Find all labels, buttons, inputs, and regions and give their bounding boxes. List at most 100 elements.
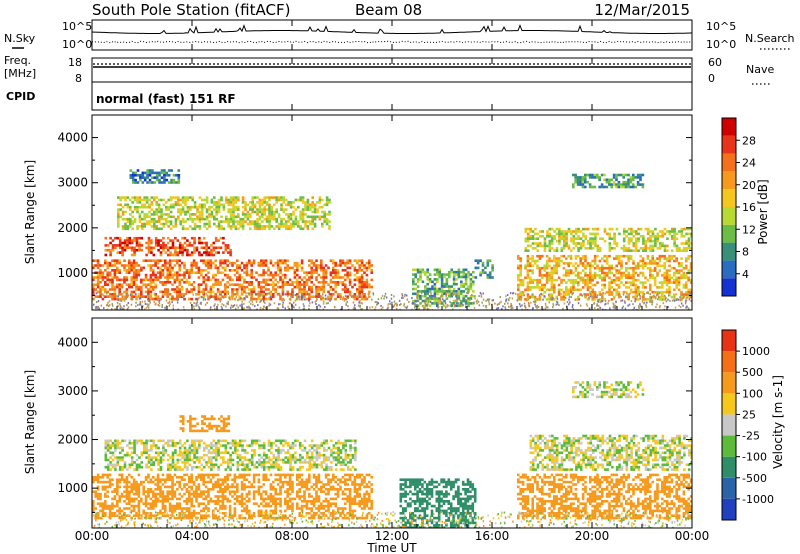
power-cell [538, 271, 542, 275]
power-cell [315, 271, 318, 274]
power-cell [149, 273, 153, 277]
power-cell [229, 253, 232, 257]
velocity-cell [113, 495, 117, 498]
power-cell [248, 283, 251, 286]
power-ground-cell [516, 299, 519, 302]
velocity-cell [166, 478, 169, 481]
power-ground-cell [612, 302, 614, 305]
power-cell [92, 283, 95, 286]
power-cell [171, 269, 174, 272]
power-cell [152, 246, 156, 250]
power-cell [133, 208, 137, 211]
power-cell [147, 288, 150, 291]
power-cell [579, 178, 582, 182]
power-ground-cell [196, 299, 199, 302]
velocity-cell [185, 507, 189, 510]
velocity-cell [185, 497, 189, 501]
velocity-cell [161, 497, 165, 501]
power-ground-cell [614, 307, 616, 310]
power-cell [267, 297, 270, 301]
power-cell [124, 196, 127, 199]
power-ground-cell [200, 302, 202, 305]
velocity-cell [135, 497, 138, 501]
power-cell [344, 269, 347, 272]
power-cell [613, 266, 616, 270]
power-cell [143, 205, 146, 209]
power-cell [581, 185, 585, 189]
power-cell [174, 217, 178, 221]
power-cell [178, 283, 181, 286]
power-ground-cell [415, 308, 417, 310]
power-ground-cell [625, 295, 628, 298]
power-cell [562, 247, 566, 250]
power-ground-cell [589, 293, 592, 296]
power-ground-cell [667, 298, 669, 301]
power-cell [301, 208, 305, 211]
power-cell [318, 198, 322, 202]
power-cell [670, 295, 674, 299]
power-cell [436, 268, 439, 272]
power-cell [555, 227, 559, 231]
power-ground-cell [423, 307, 425, 310]
power-cell [181, 201, 185, 204]
power-cell [216, 288, 220, 291]
power-cell [440, 282, 444, 286]
power-cell [286, 269, 289, 272]
velocity-cell [113, 512, 117, 515]
power-cell [632, 249, 636, 252]
power-cell [208, 215, 211, 219]
velocity-cell [159, 512, 162, 515]
power-cell [143, 213, 146, 216]
power-cell [649, 235, 652, 238]
power-ground-cell [664, 298, 667, 301]
power-ground-cell [604, 300, 607, 302]
power-cell [291, 288, 294, 291]
velocity-cell [104, 480, 107, 484]
power-cell [419, 302, 422, 305]
power-cell [649, 298, 652, 301]
power-cell [365, 283, 369, 286]
power-ground-cell [239, 304, 241, 307]
power-cell [685, 259, 688, 263]
power-cell [617, 183, 621, 186]
power-cell [412, 287, 415, 291]
velocity-cell [144, 502, 148, 505]
power-cell [582, 235, 585, 238]
power-cell [526, 232, 530, 236]
power-cell [584, 173, 587, 177]
power-cell [545, 264, 549, 268]
power-cell [321, 215, 324, 219]
velocity-cell [140, 483, 143, 486]
power-cell [296, 283, 299, 286]
power-cell [305, 273, 309, 277]
power-cell [601, 269, 604, 272]
power-cell [169, 196, 173, 199]
power-cell [256, 213, 259, 216]
power-cell [284, 273, 287, 277]
power-cell [589, 242, 592, 245]
power-cell [299, 217, 302, 221]
power-cell [685, 298, 688, 301]
power-cell [209, 295, 213, 298]
velocity-cell [166, 497, 169, 501]
power-cell [584, 259, 587, 263]
power-cell [153, 225, 156, 228]
power-ground-cell [492, 299, 495, 302]
power-cell [193, 217, 197, 221]
power-cell [632, 230, 636, 233]
power-cell [268, 220, 271, 223]
power-ground-cell [201, 296, 203, 299]
power-cell [639, 227, 643, 231]
power-cell [276, 264, 280, 267]
power-ground-cell [509, 296, 511, 299]
power-cell [617, 254, 621, 258]
power-cell [306, 201, 310, 204]
power-cell [608, 227, 612, 231]
power-cell [536, 286, 539, 289]
power-cell [310, 269, 313, 272]
power-cell [193, 205, 197, 209]
power-cell [570, 232, 573, 236]
power-cell [272, 264, 275, 267]
power-cell [251, 205, 254, 209]
power-cell [593, 283, 597, 287]
